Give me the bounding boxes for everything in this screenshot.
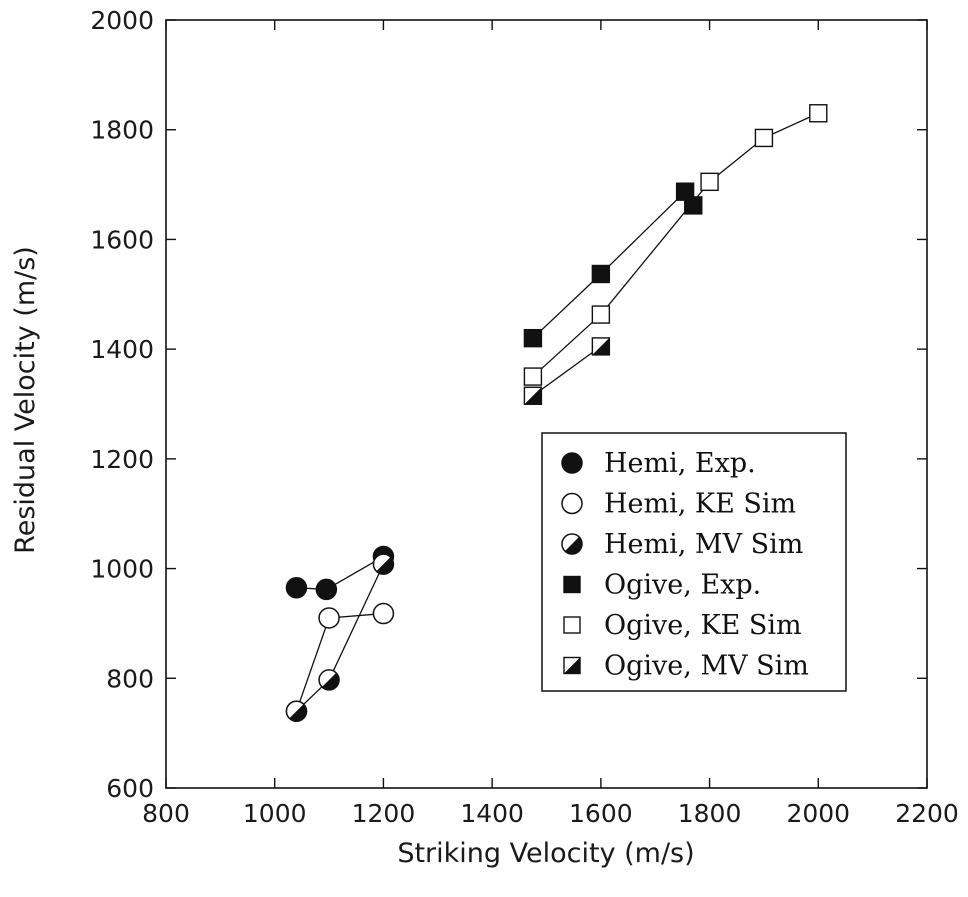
- series-line-3: [296, 563, 385, 712]
- y-axis-title: Residual Velocity (m/s): [10, 246, 41, 554]
- marker-shape: [318, 607, 340, 629]
- data-point-s6-2: [591, 337, 611, 356]
- series-line-2: [295, 612, 384, 712]
- data-point-s4-4: [684, 196, 703, 215]
- series-line-4: [532, 190, 694, 339]
- y-tick-label: 1200: [90, 445, 154, 474]
- legend-label-4: Ogive, Exp.: [604, 570, 761, 601]
- data-point-s4-1: [523, 328, 543, 348]
- marker-half-fill: [564, 657, 580, 674]
- y-tick-label: 600: [106, 774, 154, 803]
- x-tick-label: 2000: [786, 799, 850, 828]
- marker-shape: [523, 367, 543, 386]
- marker-shape: [523, 328, 543, 348]
- data-point-s2-2: [318, 607, 340, 629]
- legend-label-1: Hemi, Exp.: [604, 448, 756, 479]
- legend-box: [541, 432, 847, 692]
- marker-shape: [285, 577, 308, 599]
- legend-marker-6: [563, 656, 581, 675]
- data-point-s5-4: [754, 128, 774, 148]
- legend-label-3: Hemi, MV Sim: [604, 529, 803, 560]
- legend: Hemi, Exp. Hemi, KE Sim Hemi, MV Sim Ogive,…: [541, 432, 847, 692]
- legend-marker-2: [561, 492, 583, 515]
- series-line-1: [296, 555, 384, 591]
- marker-half-fill: [524, 387, 542, 405]
- marker-shape: [700, 172, 719, 192]
- data-point-s4-2: [591, 264, 611, 284]
- marker-shape: [591, 305, 611, 324]
- marker-half-fill: [322, 672, 340, 690]
- data-point-s3-1: [285, 700, 308, 722]
- marker-shape: [563, 575, 581, 594]
- y-tick-label: 1400: [90, 335, 154, 364]
- marker-shape: [315, 578, 338, 601]
- y-tick-label: 2000: [90, 6, 154, 35]
- marker-half-fill: [592, 337, 610, 355]
- marker-shape: [591, 264, 611, 284]
- data-point-s5-3: [700, 172, 719, 192]
- y-tick-label: 800: [106, 664, 154, 693]
- series-line-6: [532, 345, 602, 397]
- x-tick-label: 1600: [569, 799, 633, 828]
- x-tick-label: 1800: [678, 799, 742, 828]
- legend-marker-4: [563, 575, 581, 594]
- x-tick-label: 1000: [243, 799, 307, 828]
- marker-shape: [561, 452, 583, 474]
- legend-marker-5: [563, 616, 581, 634]
- plot-frame: [165, 19, 928, 789]
- legend-marker-3: [561, 533, 583, 555]
- marker-shape: [561, 492, 583, 515]
- data-point-s3-3: [372, 553, 395, 575]
- legend-label-2: Hemi, KE Sim: [604, 489, 796, 520]
- marker-half-fill: [376, 557, 394, 575]
- marker-shape: [563, 616, 581, 634]
- x-axis-title: Striking Velocity (m/s): [397, 838, 694, 869]
- data-point-s6-1: [523, 386, 543, 405]
- data-point-s1-1: [285, 577, 308, 599]
- legend-label-5: Ogive, KE Sim: [604, 610, 802, 641]
- axes: 800 1000 1200 1400 1600 1800 2000 2200600800100…: [90, 6, 958, 828]
- data-point-s3-2: [318, 669, 340, 691]
- x-tick-label: 1400: [460, 799, 524, 828]
- y-tick-label: 1000: [90, 555, 154, 584]
- y-tick-label: 1800: [90, 116, 154, 145]
- legend-marker-1: [561, 452, 583, 474]
- data-point-s1-2: [315, 578, 338, 601]
- series-line-5: [532, 112, 819, 378]
- marker-half-fill: [289, 704, 307, 722]
- marker-shape: [754, 128, 774, 148]
- x-tick-label: 2200: [895, 799, 959, 828]
- marker-shape: [372, 602, 395, 625]
- data-points: [285, 104, 828, 722]
- data-point-s5-5: [809, 104, 828, 123]
- x-tick-label: 800: [142, 799, 190, 828]
- marker-shape: [809, 104, 828, 123]
- x-tick-label: 1200: [352, 799, 416, 828]
- data-point-s5-2: [591, 305, 611, 324]
- marker-half-fill: [564, 536, 582, 554]
- data-point-s5-1: [523, 367, 543, 386]
- marker-shape: [684, 196, 703, 215]
- data-point-s2-3: [372, 602, 395, 625]
- y-tick-label: 1600: [90, 225, 154, 254]
- legend-label-6: Ogive, MV Sim: [604, 651, 809, 682]
